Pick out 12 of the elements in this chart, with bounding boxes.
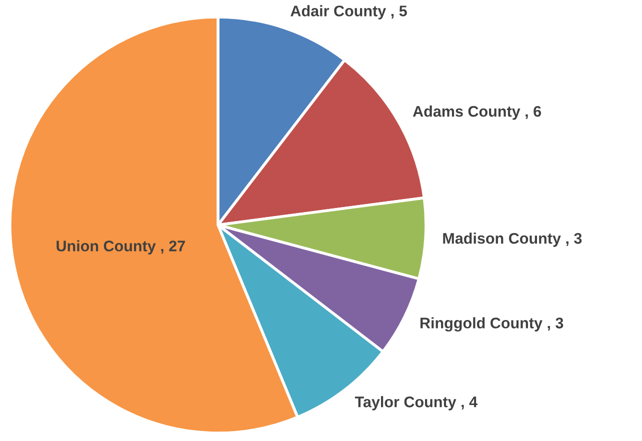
slice-label: Taylor County: [354, 396, 456, 410]
slice-label: Adair County: [290, 5, 386, 20]
data-label: , 3: [566, 232, 582, 246]
slice-label: Union County: [56, 240, 156, 254]
data-label: , 5: [391, 6, 407, 19]
data-label: , 27: [161, 240, 185, 254]
slice-label: Ringgold County: [420, 317, 542, 332]
data-label: , 4: [462, 396, 478, 410]
data-label: , 3: [548, 318, 564, 331]
slice-label: Madison County: [443, 232, 561, 247]
data-label: , 6: [526, 106, 542, 119]
slice-label: Adams County: [412, 106, 520, 120]
